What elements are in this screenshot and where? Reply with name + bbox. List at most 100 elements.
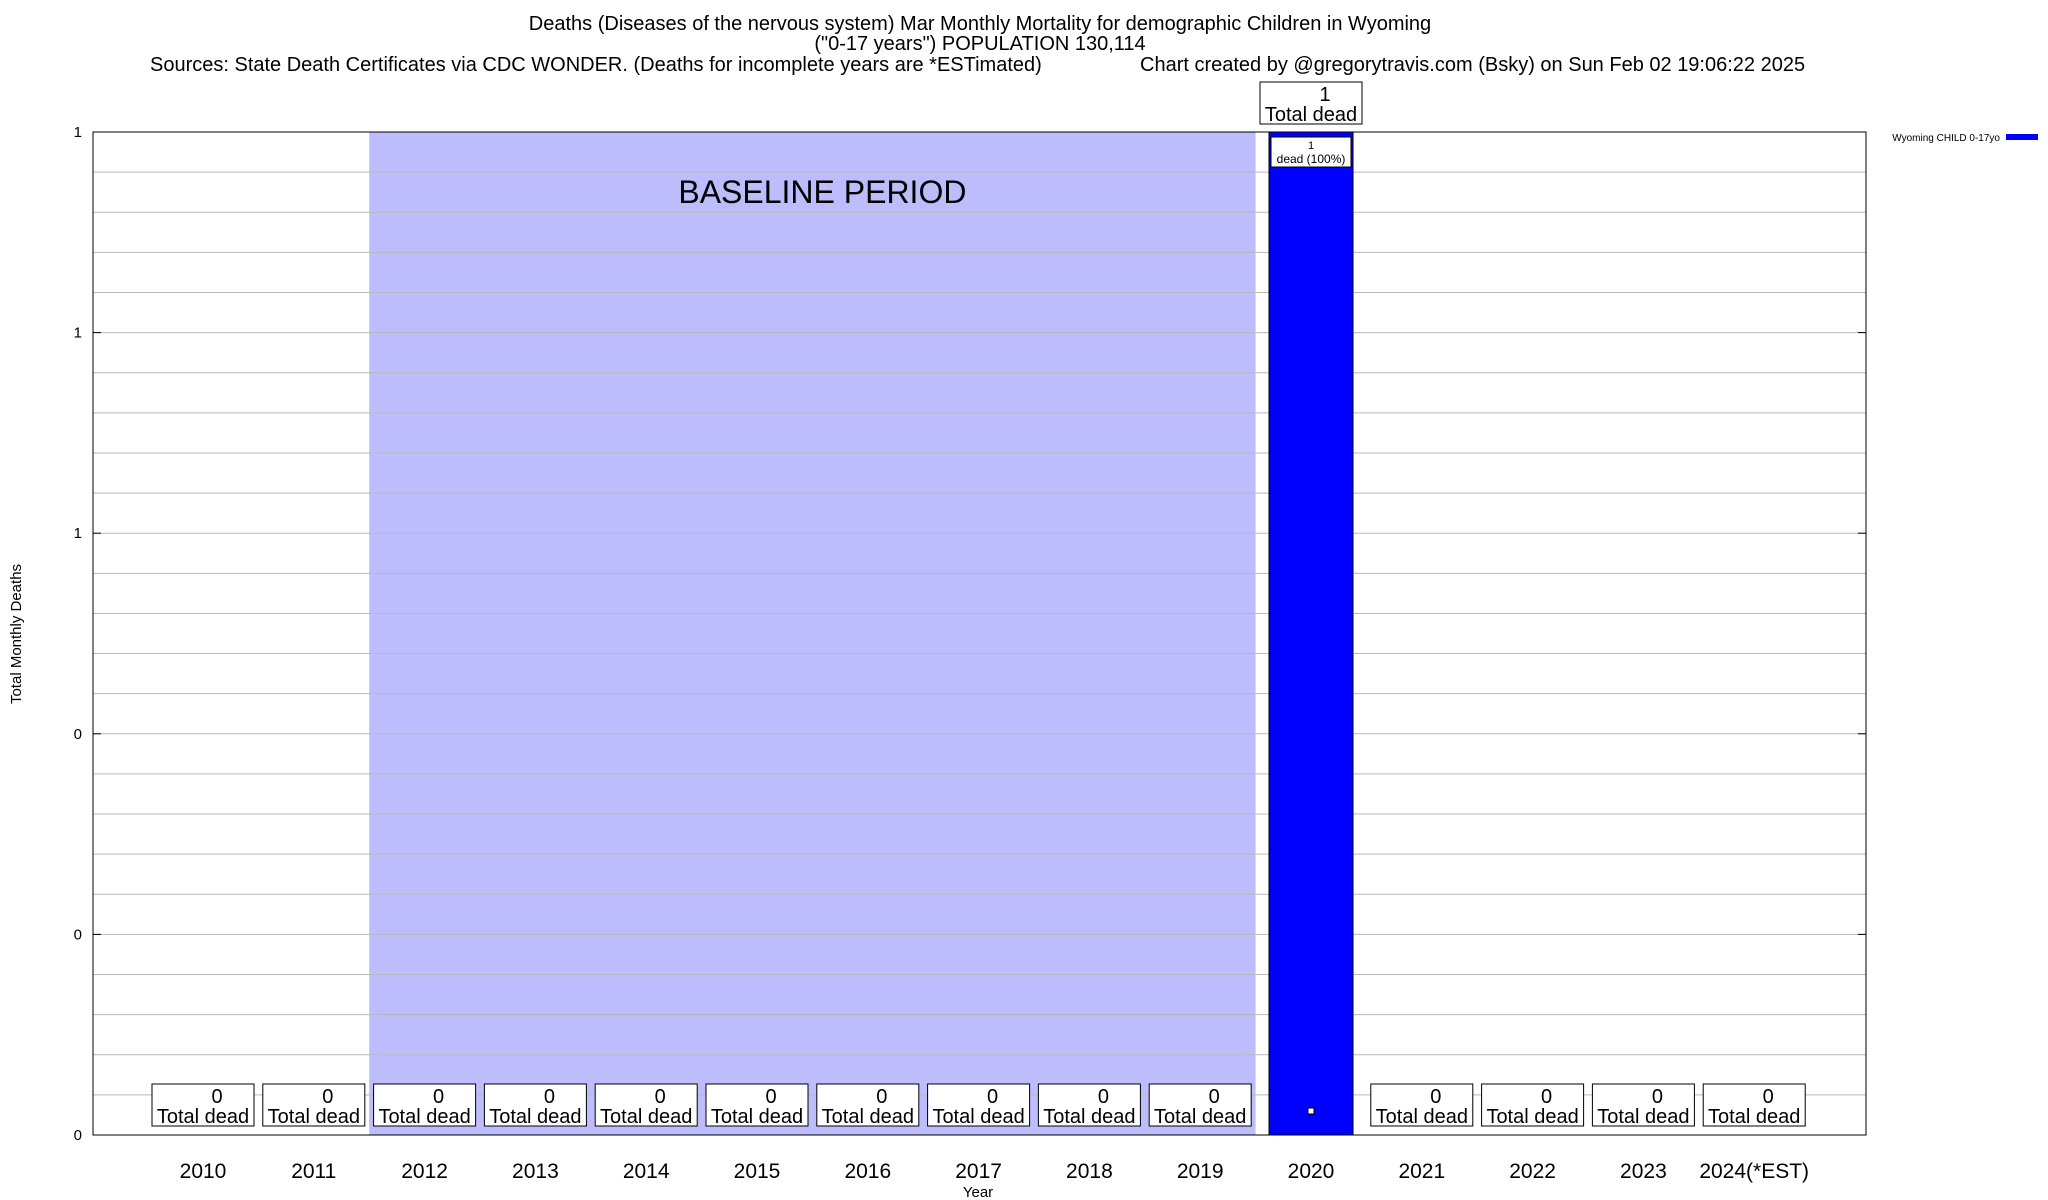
label-value: 0 bbox=[987, 1086, 998, 1108]
x-tick-label: 2011 bbox=[291, 1160, 336, 1183]
x-tick-label: 2023 bbox=[1620, 1160, 1667, 1183]
y-tick-label: 0 bbox=[74, 1127, 82, 1144]
label-text: Total dead bbox=[932, 1106, 1024, 1128]
label-text: Total dead bbox=[378, 1106, 470, 1128]
label-text: Total dead bbox=[600, 1106, 692, 1128]
chart-sources: Sources: State Death Certificates via CD… bbox=[150, 54, 1042, 76]
baseline-period-region: BASELINE PERIOD bbox=[369, 132, 1256, 1135]
x-tick-label: 2012 bbox=[401, 1160, 448, 1183]
x-tick-label: 2015 bbox=[734, 1160, 781, 1183]
label-value: 0 bbox=[1652, 1086, 1663, 1108]
label-box bbox=[816, 1083, 920, 1127]
x-tick-label: 2024(*EST) bbox=[1699, 1160, 1809, 1183]
label-text: Total dead bbox=[1708, 1106, 1800, 1128]
label-box bbox=[1591, 1083, 1695, 1127]
x-tick-label: 2019 bbox=[1177, 1160, 1224, 1183]
label-text: Total dead bbox=[822, 1106, 914, 1128]
label-box bbox=[1702, 1083, 1806, 1127]
label-text: Total dead bbox=[489, 1106, 581, 1128]
label-text: Total dead bbox=[157, 1106, 249, 1128]
inner-label-text: dead (100%) bbox=[1277, 152, 1346, 166]
bars bbox=[1268, 131, 1354, 1136]
label-box bbox=[373, 1083, 477, 1127]
x-tick-label: 2017 bbox=[955, 1160, 1002, 1183]
label-value: 0 bbox=[211, 1086, 222, 1108]
label-text: Total dead bbox=[711, 1106, 803, 1128]
y-axis-label: Total Monthly Deaths bbox=[8, 564, 25, 704]
chart-title-line-2: ("0-17 years") POPULATION 130,114 bbox=[814, 33, 1146, 55]
label-text: Total dead bbox=[1376, 1106, 1468, 1128]
x-tick-marker bbox=[1307, 1107, 1315, 1115]
x-tick-label: 2018 bbox=[1066, 1160, 1113, 1183]
label-text: Total dead bbox=[1154, 1106, 1246, 1128]
label-box bbox=[151, 1083, 255, 1127]
label-box bbox=[1148, 1083, 1252, 1127]
legend-swatch bbox=[2006, 134, 2038, 140]
y-tick-label: 0 bbox=[74, 926, 82, 943]
label-box bbox=[1370, 1083, 1474, 1127]
label-value: 0 bbox=[1763, 1086, 1774, 1108]
label-value: 0 bbox=[544, 1086, 555, 1108]
x-tick-label: 2010 bbox=[180, 1160, 227, 1183]
x-tick-label: 2014 bbox=[623, 1160, 670, 1183]
label-value: 0 bbox=[1541, 1086, 1552, 1108]
label-text: Total dead bbox=[1486, 1106, 1578, 1128]
bar bbox=[1268, 131, 1354, 1136]
label-value: 0 bbox=[655, 1086, 666, 1108]
y-tick-label: 1 bbox=[74, 525, 82, 542]
label-text: Total dead bbox=[1265, 104, 1357, 126]
inner-label-box bbox=[1270, 136, 1352, 168]
label-text: Total dead bbox=[268, 1106, 360, 1128]
label-value: 0 bbox=[1430, 1086, 1441, 1108]
legend-label: Wyoming CHILD 0-17yo bbox=[1892, 133, 2000, 144]
baseline-region bbox=[369, 132, 1256, 1135]
label-box bbox=[705, 1083, 809, 1127]
label-box bbox=[483, 1083, 587, 1127]
label-value: 0 bbox=[322, 1086, 333, 1108]
baseline-label: BASELINE PERIOD bbox=[678, 174, 966, 210]
label-value: 0 bbox=[1209, 1086, 1220, 1108]
label-value: 0 bbox=[765, 1086, 776, 1108]
x-tick-label: 2021 bbox=[1398, 1160, 1445, 1183]
label-box bbox=[262, 1083, 366, 1127]
label-value: 0 bbox=[433, 1086, 444, 1108]
label-box bbox=[594, 1083, 698, 1127]
label-box bbox=[1481, 1083, 1585, 1127]
y-tick-label: 1 bbox=[74, 124, 82, 141]
plot-frame bbox=[92, 131, 1867, 1136]
inner-label-value: 1 bbox=[1308, 140, 1314, 152]
label-value: 0 bbox=[876, 1086, 887, 1108]
label-box bbox=[927, 1083, 1031, 1127]
x-tick-label: 2022 bbox=[1509, 1160, 1556, 1183]
x-axis-label: Year bbox=[963, 1184, 993, 1200]
label-box bbox=[1259, 81, 1363, 125]
x-axis-ticks: 2010 2011 2012 2013 2014 2015 2016 2017 2018 2019… bbox=[180, 1107, 1809, 1183]
label-value: 1 bbox=[1319, 84, 1330, 106]
label-box bbox=[1037, 1083, 1141, 1127]
y-tick-label: 1 bbox=[74, 325, 82, 342]
x-tick-label: 2020 bbox=[1288, 1160, 1335, 1183]
label-text: Total dead bbox=[1043, 1106, 1135, 1128]
chart-title-line-1: Deaths (Diseases of the nervous system) … bbox=[528, 13, 1432, 35]
chart-credit: Chart created by @gregorytravis.com (Bsk… bbox=[1140, 54, 1806, 76]
legend: Wyoming CHILD 0-17yo bbox=[1892, 133, 2038, 144]
x-tick-label: 2013 bbox=[512, 1160, 559, 1183]
x-tick-label: 2016 bbox=[844, 1160, 891, 1183]
